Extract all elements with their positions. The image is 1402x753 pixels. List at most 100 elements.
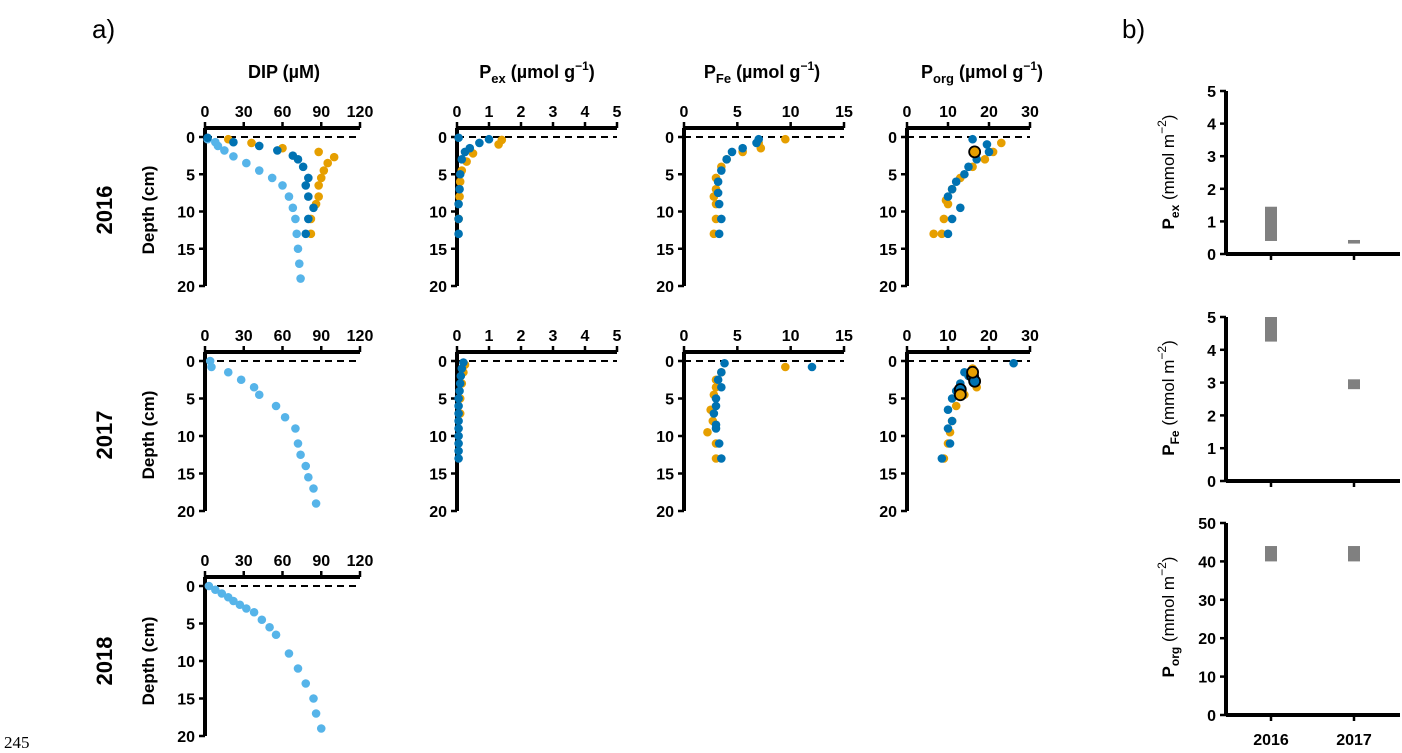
pfe-inventory-ytick-label: 5: [1207, 310, 1216, 327]
porg-2016-point: [968, 145, 982, 159]
pex-2017-point: [454, 439, 463, 448]
pex-2016-point: [454, 229, 463, 239]
dip-2017-point: [296, 450, 305, 460]
pfe-2017-point: [717, 367, 726, 377]
pfe-inventory-ytick-label: 0: [1207, 474, 1216, 491]
dip-2018-point: [257, 615, 267, 625]
dip-2016-point: [242, 158, 251, 168]
dip-2016-point: [213, 141, 223, 151]
pfe-2016-point: [713, 177, 723, 186]
porg-2016-point: [951, 177, 961, 186]
title-porg: Porg (µmol g−1): [921, 59, 1043, 86]
pfe-2016-point: [752, 138, 761, 148]
row-label-2018: 2018: [92, 637, 117, 686]
pex-2016-ytick-label: 5: [438, 167, 447, 184]
dip-2016-xtick-label: 30: [235, 104, 253, 121]
porg-2017-point: [937, 454, 947, 463]
dip-2017-point: [207, 362, 216, 372]
dip-2017-ytick-label: 5: [186, 392, 195, 409]
porg-2016-point: [956, 203, 965, 213]
porg-2016-point: [984, 147, 994, 157]
pex-2016-point: [454, 199, 463, 209]
porg-2016-ytick-label: 15: [879, 242, 897, 259]
dip-2016-point: [294, 259, 304, 268]
dip-2018-point: [311, 709, 321, 718]
porg-2016-point: [943, 199, 953, 209]
pex-inventory-ytick-label: 5: [1207, 84, 1216, 101]
pfe-2017-ytick-label: 20: [656, 504, 674, 521]
pfe-2017-point: [709, 409, 719, 418]
dip-2017-point: [223, 367, 233, 377]
dip-2016-point: [304, 173, 313, 183]
porg-2017-point: [947, 416, 957, 426]
pex-2017-ytick-label: 20: [429, 504, 447, 521]
pex-2017-ytick-label: 15: [429, 467, 447, 484]
dip-2018-ytick-label: 5: [186, 617, 195, 634]
pex-2016-xtick-label: 2: [517, 104, 526, 121]
dip-2016-point: [314, 192, 323, 201]
pfe-inventory-ytick-label: 2: [1207, 408, 1216, 425]
dip-2016-point: [293, 244, 303, 254]
bar-ylabel-pfe-main: P: [1159, 444, 1178, 455]
pfe-2017-ytick-label: 10: [656, 429, 674, 446]
dip-2016-point: [316, 173, 326, 183]
dip-2017-point: [249, 382, 259, 392]
title-pfe: PFe (µmol g−1): [704, 59, 820, 86]
bar-ylabel-porg: Porg (mmol m−2): [1155, 557, 1182, 678]
pex-2017-xtick-label: 5: [613, 328, 622, 345]
porg-2016-point: [939, 214, 949, 224]
porg-inventory-ytick-label: 0: [1207, 708, 1216, 725]
title-pfe-rest: (µmol g: [731, 62, 800, 82]
pfe-2016-ytick-label: 20: [656, 279, 674, 296]
porg-2017-ytick-label: 10: [879, 429, 897, 446]
dip-2018-ytick-label: 0: [186, 579, 195, 596]
dip-2018-xtick-label: 60: [274, 553, 292, 570]
pex-2017-point: [457, 364, 467, 373]
bar-ylabel-pex-close: ): [1159, 115, 1178, 121]
dip-2016-point: [273, 146, 282, 155]
porg-2017-point: [966, 365, 979, 379]
porg-2016-xtick-label: 10: [939, 104, 957, 121]
pfe-2017-point: [711, 394, 721, 403]
dip-2018-point: [316, 724, 326, 733]
dip-2018-point: [211, 585, 220, 595]
dip-2016-point: [314, 147, 323, 157]
pfe-2017-point: [717, 454, 726, 463]
pfe-2017-xtick-label: 5: [733, 328, 742, 345]
porg-2016-point: [997, 138, 1006, 148]
panel-label-b: b): [1122, 14, 1145, 44]
bar-ylabel-porg-sub: org: [1168, 647, 1182, 666]
pfe-2016-xtick-label: 10: [782, 104, 800, 121]
porg-2016-point: [980, 155, 990, 164]
pex-inventory-ytick-label: 2: [1207, 182, 1216, 199]
dip-2017-point: [309, 484, 318, 493]
pex-2016-ytick-label: 10: [429, 205, 447, 222]
depth-label-2017: Depth (cm): [139, 391, 158, 480]
title-pfe-sub: Fe: [716, 71, 731, 86]
dip-2017-xtick-label: 90: [312, 328, 330, 345]
pfe-2017-point: [703, 427, 712, 437]
pfe-2017-point: [781, 362, 790, 372]
title-pfe-main: P: [704, 62, 716, 82]
pfe-2017-ytick-label: 15: [656, 467, 674, 484]
dip-2016-point: [254, 166, 264, 175]
pfe-2016-point: [738, 143, 747, 153]
porg-2017-point: [951, 401, 961, 411]
pfe-inventory-ytick-label: 1: [1207, 441, 1216, 458]
pfe-2017-xtick-label: 10: [782, 328, 800, 345]
pfe-2017-point: [711, 401, 721, 411]
porg-inventory-ytick-label: 20: [1198, 631, 1216, 648]
dip-2018-point: [284, 649, 294, 658]
dip-2016-ytick-label: 20: [177, 279, 195, 296]
dip-2017-point: [254, 390, 264, 400]
dip-2017-ytick-label: 10: [177, 429, 195, 446]
pex-2017-point: [454, 416, 463, 426]
bar-ylabel-pfe-close: ): [1159, 340, 1178, 346]
pex-2017-point: [455, 386, 464, 396]
dip-2016-point: [267, 173, 277, 183]
pex-inventory-bar-2016: [1265, 206, 1277, 241]
bar-ylabel-pfe-sup: −2: [1155, 346, 1169, 360]
pfe-2016-point: [722, 155, 731, 164]
pex-2016-point: [455, 169, 465, 179]
title-porg-sub: org: [933, 71, 954, 86]
